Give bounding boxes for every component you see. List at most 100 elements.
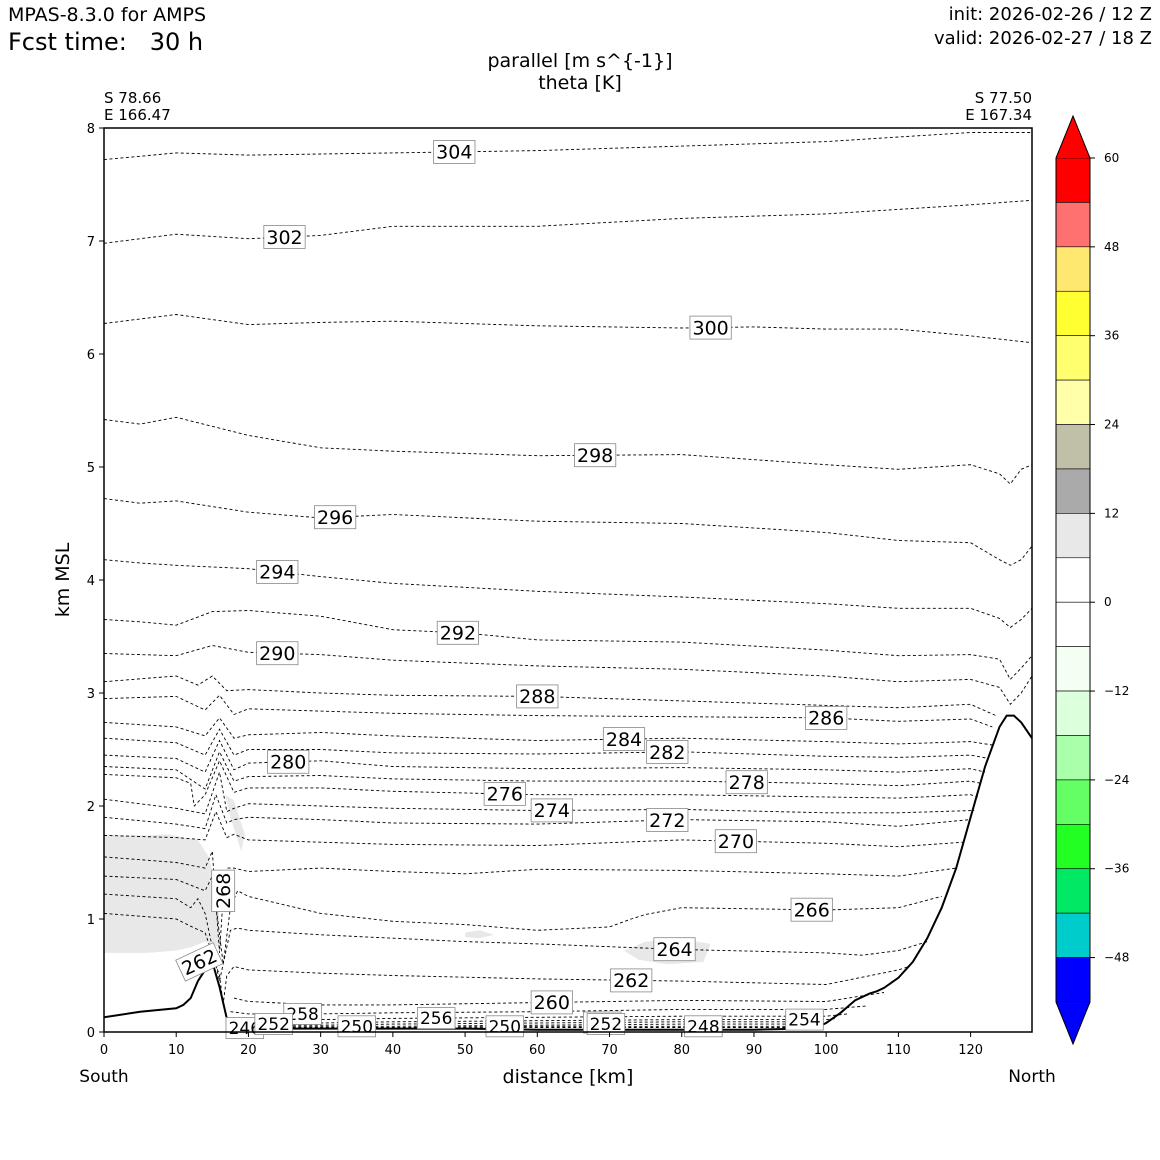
contour-label-302: 302 xyxy=(263,225,306,249)
contour-label-box xyxy=(574,443,617,468)
x-tick-label: 60 xyxy=(529,1043,546,1058)
contour-label-296: 296 xyxy=(314,505,357,530)
contour-label-text: 290 xyxy=(259,643,295,665)
contour-line-264 xyxy=(104,893,928,982)
contour-line-276 xyxy=(104,759,978,807)
forecast-time: Fcst time: 30 h xyxy=(8,28,203,56)
contour-label-text: 288 xyxy=(519,686,555,708)
plot-frame xyxy=(103,127,1033,1033)
south-label: South xyxy=(79,1067,128,1087)
terrain-profile xyxy=(104,714,1032,1031)
colorbar-segment xyxy=(1055,468,1091,514)
contour-line-282 xyxy=(104,728,989,759)
contour-label-box xyxy=(530,798,573,823)
shading-region xyxy=(104,834,220,953)
contour-label-box xyxy=(725,770,768,795)
contour-label-box xyxy=(610,968,653,993)
colorbar-segment xyxy=(1055,824,1091,870)
contour-label-text: 262 xyxy=(613,970,649,992)
contour-label-274: 274 xyxy=(530,798,573,823)
contour-label-260: 260 xyxy=(530,990,573,1015)
y-axis: 0 1 2 3 4 5 6 7 8 xyxy=(87,122,104,1041)
y-tick-label: 6 xyxy=(87,348,95,363)
colorbar-segment xyxy=(1055,157,1091,203)
y-tick-label: 2 xyxy=(87,800,95,815)
chart-title-line1: parallel [m s^{-1}] xyxy=(487,50,672,72)
colorbar-tick-label: −24 xyxy=(1104,773,1129,787)
right-endpoint-lat: S 77.50 xyxy=(975,89,1032,107)
y-axis-label: km MSL xyxy=(52,542,74,617)
contour-line-284 xyxy=(104,717,993,746)
wind-shading xyxy=(104,794,711,965)
contour-label-box xyxy=(483,782,526,806)
contour-label-264: 264 xyxy=(653,937,696,962)
colorbar-tick-label: 36 xyxy=(1104,329,1119,343)
x-tick-label: 0 xyxy=(100,1043,108,1058)
contour-label-box xyxy=(653,937,696,962)
contour-line-278 xyxy=(104,750,982,790)
contour-label-text: 268 xyxy=(213,873,235,909)
contour-label-278: 278 xyxy=(725,770,768,795)
contour-label-254: 254 xyxy=(785,1008,824,1031)
colorbar-segment xyxy=(1055,601,1091,647)
contour-label-304: 304 xyxy=(433,139,476,164)
contour-label-text: 278 xyxy=(729,772,765,794)
contour-label-text: 286 xyxy=(808,708,844,730)
contour-label-250: 250 xyxy=(485,1015,525,1037)
contour-label-252: 252 xyxy=(586,1013,626,1035)
colorbar-outline xyxy=(1055,114,1091,1046)
contour-label-box xyxy=(256,560,299,584)
colorbar-segment xyxy=(1055,957,1091,1003)
contour-line-296 xyxy=(104,498,1032,566)
contour-line-248 xyxy=(226,1025,812,1028)
x-tick-label: 40 xyxy=(385,1043,402,1058)
contour-label-box xyxy=(175,942,224,982)
theta-contours xyxy=(104,132,1032,1029)
contour-label-text: 296 xyxy=(317,507,353,529)
contour-label-284: 284 xyxy=(602,727,646,751)
contour-label-290: 290 xyxy=(256,641,299,666)
x-tick-label: 100 xyxy=(814,1043,839,1058)
contour-label-box xyxy=(689,315,732,340)
colorbar-tick-label: 24 xyxy=(1104,418,1119,432)
right-endpoint-lon: E 167.34 xyxy=(965,106,1032,124)
colorbar-segment xyxy=(1055,557,1091,603)
contour-label-box xyxy=(256,641,299,666)
x-tick-label: 20 xyxy=(240,1043,257,1058)
contour-line-298 xyxy=(104,416,1032,485)
x-tick-label: 120 xyxy=(958,1043,983,1058)
contour-line-304 xyxy=(104,132,1032,161)
shading-region xyxy=(225,794,245,852)
contour-label-text: 264 xyxy=(656,939,692,961)
terrain-line xyxy=(104,714,1032,1031)
contour-label-box xyxy=(714,829,757,854)
contour-label-box xyxy=(263,225,306,249)
x-tick-label: 70 xyxy=(601,1043,618,1058)
contour-line-272 xyxy=(104,793,971,830)
init-time: init: 2026-02-26 / 12 Z xyxy=(948,4,1152,25)
contour-label-282: 282 xyxy=(646,740,689,764)
colorbar-over-arrow xyxy=(1056,116,1090,158)
contour-label-text: 252 xyxy=(257,1015,289,1035)
y-tick-label: 0 xyxy=(87,1026,95,1041)
contour-label-250: 250 xyxy=(337,1015,377,1037)
contour-label-box xyxy=(314,505,357,530)
contour-line-288 xyxy=(104,675,997,717)
x-tick-label: 30 xyxy=(312,1043,329,1058)
contour-label-248: 248 xyxy=(684,1015,723,1037)
colorbar-segment xyxy=(1055,690,1091,736)
contour-line-260 xyxy=(233,992,885,1006)
forecast-time-label: Fcst time: xyxy=(8,28,127,56)
contour-label-288: 288 xyxy=(516,684,559,709)
contour-label-text: 284 xyxy=(606,729,642,751)
colorbar-tick-label: −12 xyxy=(1104,684,1129,698)
contour-label-280: 280 xyxy=(267,749,310,774)
y-tick-label: 7 xyxy=(87,235,95,250)
contour-label-272: 272 xyxy=(646,808,689,832)
colorbar-segment xyxy=(1055,868,1091,914)
contour-line-266 xyxy=(104,874,942,965)
contour-label-268: 268 xyxy=(211,869,236,912)
contour-label-text: 260 xyxy=(534,992,570,1014)
y-tick-label: 8 xyxy=(87,122,95,137)
